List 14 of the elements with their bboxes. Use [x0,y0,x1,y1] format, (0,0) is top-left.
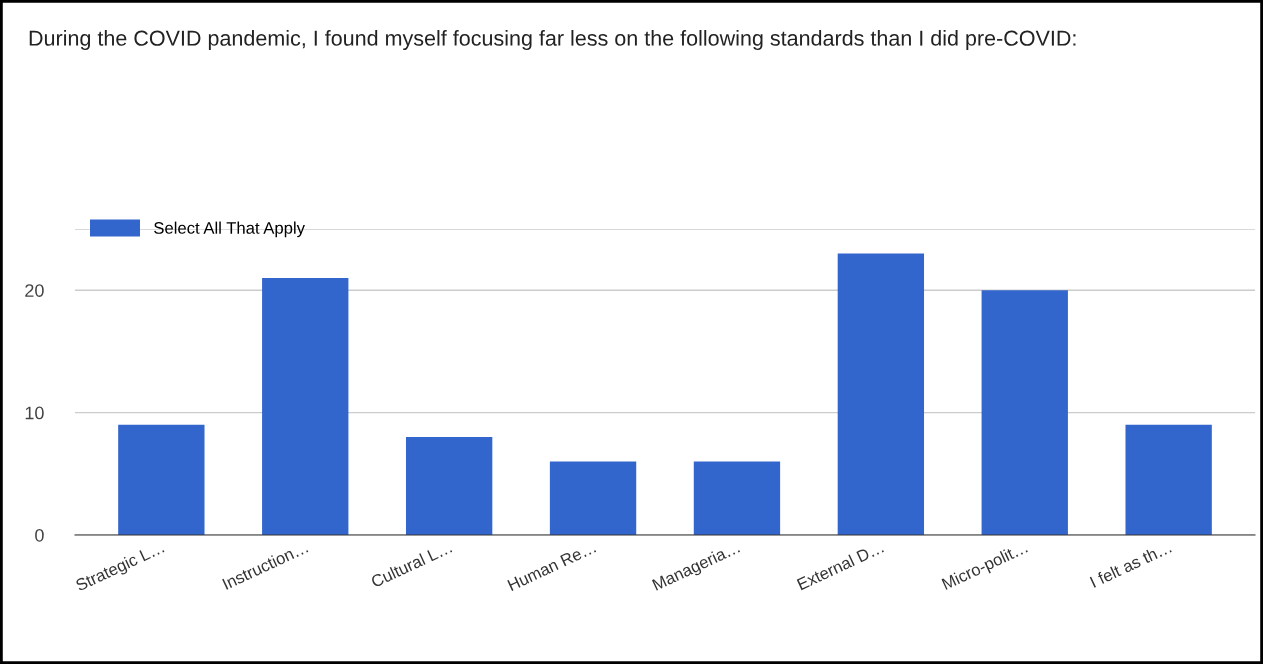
bar [118,424,205,535]
y-tick-label: 20 [25,284,44,297]
bar [837,253,925,535]
bar [262,277,349,535]
bar [693,461,781,535]
bar [981,290,1068,535]
y-tick-label: 10 [25,406,44,420]
legend-label: Select All That Apply [154,221,305,238]
x-tick-label: I felt as th… [1089,540,1172,588]
chart-title: During the COVID pandemic, I found myself focusing far less on the following standards than I did pre-COVID: [29,30,1076,51]
bar [405,437,493,535]
y-tick-label: 0 [35,528,44,542]
bar [549,461,637,535]
bar [1125,424,1212,535]
